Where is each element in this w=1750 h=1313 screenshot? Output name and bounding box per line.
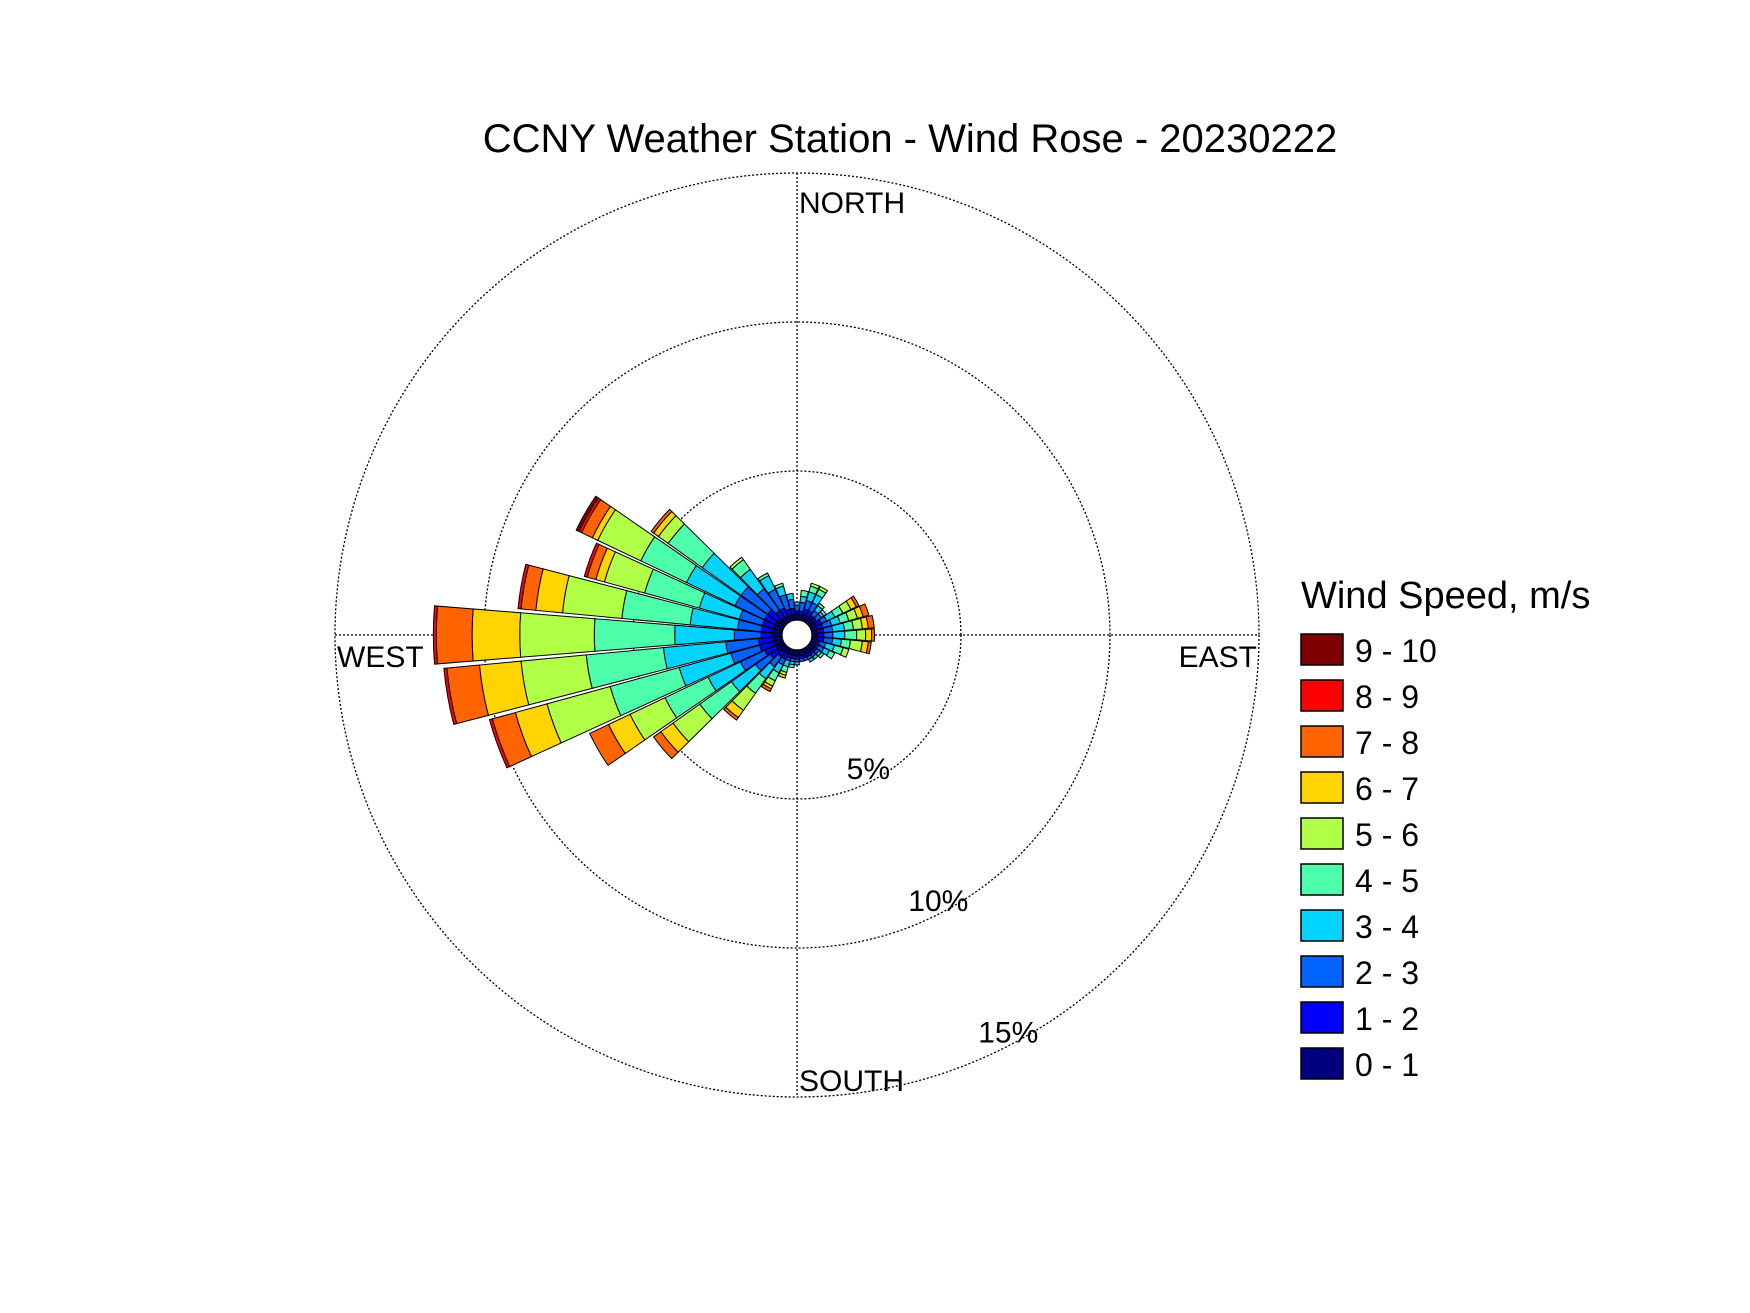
grid-ring [334,172,1260,1098]
rose-bar-segment [798,657,805,663]
rose-bar-segment [807,656,815,663]
rose-bar-segment [757,572,770,582]
legend-swatch [1300,725,1344,758]
direction-label-east: EAST [1179,641,1257,674]
legend-swatch [1300,955,1344,988]
wind-rose-bars [432,495,876,769]
rose-bar-segment [870,628,876,642]
polar-labels: NORTH EAST SOUTH WEST 5% 10% 15% [337,187,1257,1098]
rose-bar-segment [517,563,530,610]
rose-bar-segment [839,647,850,659]
rose-bar-segment [488,718,511,769]
direction-label-north: NORTH [799,187,905,220]
legend-title: Wind Speed, m/s [1301,575,1590,617]
grid-ring [483,321,1111,949]
rose-bar-segment [443,667,458,726]
rose-bar-segment [788,663,795,669]
rose-bar-segment [785,592,795,601]
rose-bar-segment [794,613,800,621]
direction-label-west: WEST [337,641,424,674]
legend-label: 8 - 9 [1355,679,1419,715]
calm-circle [781,619,813,651]
rose-bar-segment [432,605,439,665]
rose-bar-segment [844,629,858,641]
rose-bar-segment [818,585,829,594]
rose-bar-segment [652,731,679,760]
rose-bar-segment [850,595,860,608]
rose-bar-segment [722,706,739,721]
legend-swatch [1300,679,1344,712]
rose-bar-segment [588,723,626,767]
legend-label: 5 - 6 [1355,817,1419,853]
rose-bar-segment [855,628,867,642]
legend-label: 1 - 2 [1355,1001,1419,1037]
rose-bar-segment [809,582,821,590]
rose-bar-segment [519,612,596,658]
rose-bar-segment [864,628,873,642]
rose-bar-segment [575,495,599,533]
rose-bar-segment [773,582,785,590]
legend-swatch [1300,817,1344,850]
direction-label-south: SOUTH [799,1065,904,1098]
rose-bar-segment [760,683,773,693]
rose-bar-segment [794,604,800,612]
rose-bar-segment [593,618,676,652]
rose-bar-segment [817,602,825,611]
legend-label: 9 - 10 [1355,633,1437,669]
rose-bar-segment [794,661,800,666]
ring-label: 15% [978,1016,1038,1049]
legend-swatch [1300,909,1344,942]
legend-swatch [1300,771,1344,804]
rose-bar-segment [832,630,846,640]
rose-bar-segment [865,641,872,655]
rose-bar-segment [848,639,863,653]
legend-swatch [1300,633,1344,666]
rose-bar-segment [583,542,600,578]
rose-bar-segment [729,556,745,570]
rose-bar-segment [865,614,875,629]
rose-bar-segment [858,603,870,618]
rose-bar-segment [800,589,809,599]
legend-label: 0 - 1 [1355,1047,1419,1083]
legend-label: 6 - 7 [1355,771,1419,807]
legend-swatch [1300,1001,1344,1034]
rose-bar-segment [825,649,836,660]
rose-bar-segment [819,609,827,617]
rose-bar-segment [817,632,825,638]
grid-ring [632,470,962,800]
legend: Wind Speed, m/s 9 - 10 8 - 9 7 - 8 6 - 7 5 -… [1300,575,1590,1083]
ring-label: 5% [847,753,890,786]
legend-label: 7 - 8 [1355,725,1419,761]
rose-bar-segment [823,631,834,639]
rose-bar-segment [817,651,825,659]
chart-title: CCNY Weather Station - Wind Rose - 20230… [483,117,1338,161]
legend-label: 2 - 3 [1355,955,1419,991]
legend-swatch [1300,863,1344,896]
legend-swatch [1300,1047,1344,1080]
rose-bar-segment [650,508,673,534]
legend-label: 3 - 4 [1355,909,1419,945]
rose-bar-segment [435,605,474,665]
rose-bar-segment [471,608,522,662]
rose-bar-segment [777,672,787,679]
legend-label: 4 - 5 [1355,863,1419,899]
rose-bar-segment [793,601,801,606]
ring-label: 10% [908,885,968,918]
